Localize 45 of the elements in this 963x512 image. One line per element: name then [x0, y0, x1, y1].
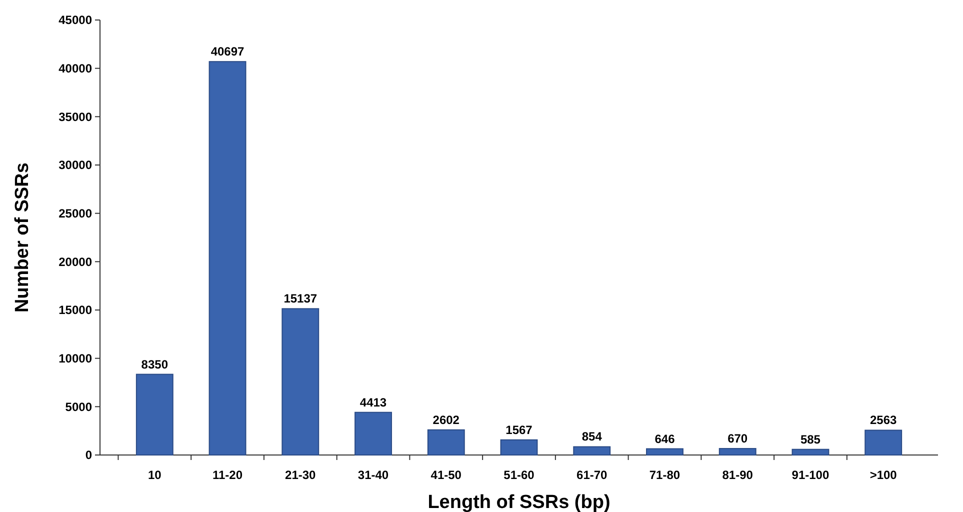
y-tick-label: 35000 [58, 110, 92, 124]
x-tick-label: 61-70 [576, 468, 608, 482]
data-label: 670 [728, 432, 748, 446]
bar [500, 439, 538, 456]
x-tick-label: >100 [870, 468, 898, 482]
x-tick-label: 21-30 [285, 468, 316, 482]
x-tick-label: 71-80 [649, 468, 680, 482]
data-label: 646 [654, 432, 676, 446]
y-tick-label: 15000 [58, 303, 92, 318]
data-label: 40697 [210, 44, 245, 59]
bar [208, 61, 246, 456]
y-tick-label: 40000 [58, 62, 92, 76]
bar [354, 412, 392, 456]
x-tick-label: 51-60 [504, 468, 535, 482]
x-tick-label: 91-100 [792, 468, 830, 482]
bar [718, 448, 756, 456]
y-tick-label: 5000 [65, 400, 92, 414]
data-label: 2602 [432, 412, 460, 427]
data-label: 854 [582, 430, 602, 444]
data-label: 4413 [360, 395, 387, 410]
data-label: 8350 [141, 357, 168, 372]
data-label: 15137 [284, 292, 318, 306]
x-tick-label: 11-20 [212, 468, 243, 482]
bar [427, 429, 465, 456]
x-tick-label: 41-50 [430, 468, 462, 482]
data-label: 1567 [506, 422, 533, 437]
y-tick-label: 0 [85, 448, 92, 462]
y-tick-label: 10000 [58, 352, 92, 366]
bar [864, 430, 902, 456]
bar [646, 448, 684, 456]
y-tick-label: 45000 [58, 13, 92, 28]
bar [136, 374, 174, 456]
data-label: 585 [800, 432, 821, 446]
y-axis-title: Number of SSRs [12, 162, 33, 312]
x-axis-title: Length of SSRs (bp) [428, 492, 610, 512]
x-tick-label: 10 [148, 468, 162, 482]
bar [573, 446, 611, 456]
y-tick-label: 30000 [58, 158, 92, 172]
y-tick-label: 25000 [58, 206, 92, 221]
y-tick-label: 20000 [58, 254, 92, 269]
bar [282, 308, 320, 456]
x-tick-label: 81-90 [722, 468, 754, 482]
x-tick-label: 31-40 [358, 468, 389, 482]
data-label: 2563 [870, 413, 898, 428]
bar [792, 448, 830, 456]
